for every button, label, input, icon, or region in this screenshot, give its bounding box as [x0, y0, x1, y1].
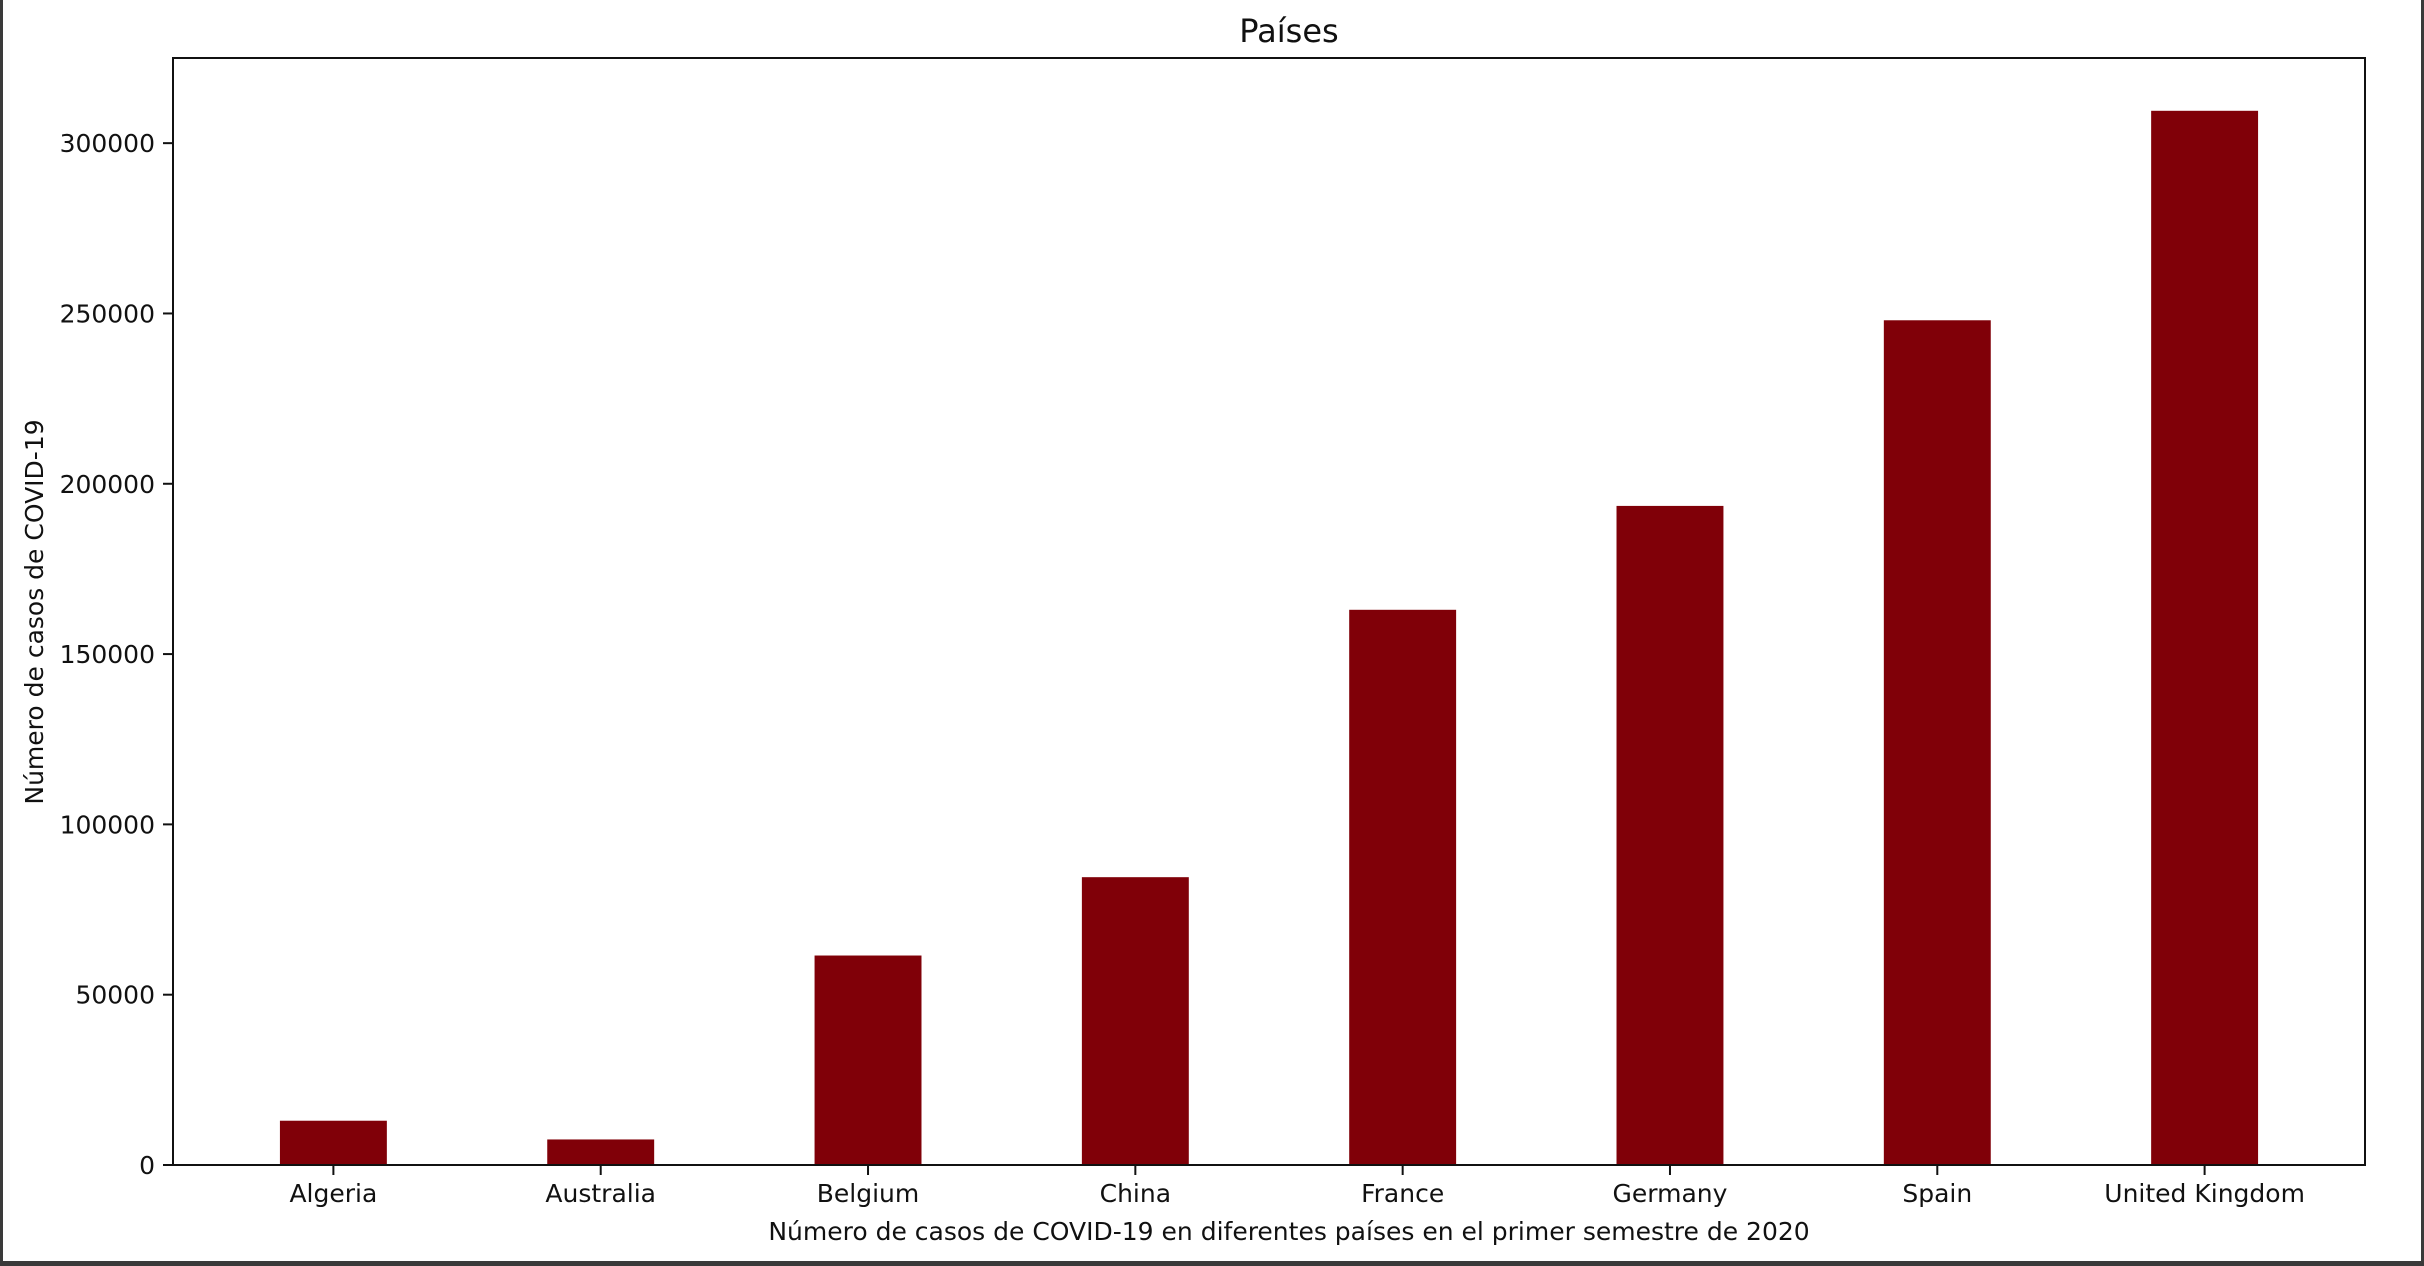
y-tick-label: 250000: [60, 299, 155, 328]
x-axis-ticks: Algeria Australia Belgium China France German…: [289, 1165, 2305, 1208]
y-tick-label: 0: [139, 1151, 155, 1180]
y-tick-label: 50000: [75, 981, 155, 1010]
bar-china: [1081, 877, 1189, 1165]
y-tick-label: 100000: [60, 810, 155, 839]
x-tick-label: Australia: [545, 1179, 656, 1208]
plot-area-frame: [172, 57, 2366, 1166]
x-tick-label: Spain: [1902, 1179, 1972, 1208]
x-tick-label: United Kingdom: [2104, 1179, 2305, 1208]
bar-belgium: [814, 955, 922, 1165]
x-tick-label: France: [1361, 1179, 1444, 1208]
y-tick-label: 200000: [60, 470, 155, 499]
bar-france: [1349, 609, 1457, 1165]
bar-spain: [1883, 320, 1991, 1166]
x-axis-label: Número de casos de COVID-19 en diferente…: [768, 1217, 1809, 1246]
x-tick-label: Germany: [1613, 1179, 1728, 1208]
bar-chart: Países 0 50000 100000 150000 200000 250000 300…: [20, 12, 2366, 1246]
bars-group: [279, 110, 2259, 1166]
bar-united-kingdom: [2151, 110, 2259, 1165]
y-axis-ticks: 0 50000 100000 150000 200000 250000 300000: [60, 129, 173, 1180]
x-tick-label: Algeria: [289, 1179, 377, 1208]
bar-algeria: [279, 1120, 387, 1165]
y-tick-label: 150000: [60, 640, 155, 669]
bar-germany: [1616, 505, 1724, 1165]
chart-title: Países: [1239, 12, 1338, 50]
x-tick-label: Belgium: [817, 1179, 920, 1208]
y-tick-label: 300000: [60, 129, 155, 158]
x-tick-label: China: [1100, 1179, 1171, 1208]
y-axis-label: Número de casos de COVID-19: [20, 419, 49, 804]
bar-australia: [547, 1139, 655, 1165]
